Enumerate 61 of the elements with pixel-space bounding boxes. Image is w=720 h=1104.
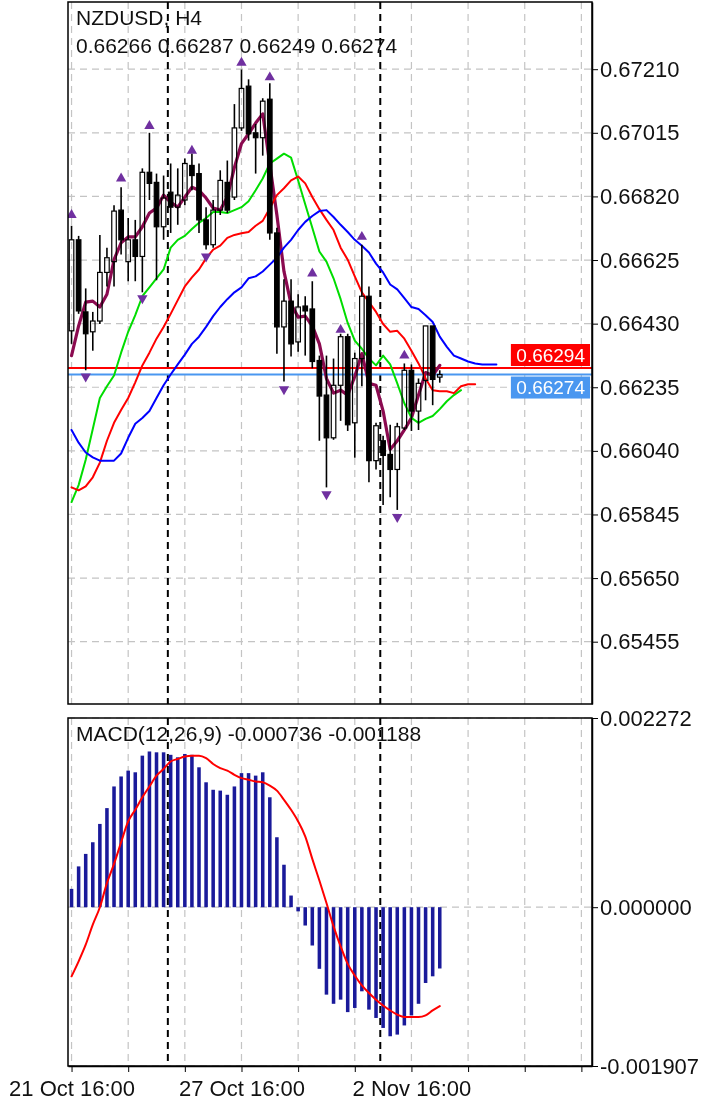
bar: [289, 895, 293, 908]
bar: [204, 782, 208, 908]
bar: [275, 837, 279, 908]
point: [186, 144, 198, 154]
bar: [126, 770, 130, 908]
point: [144, 120, 155, 129]
point: [392, 514, 403, 524]
bar: [374, 907, 378, 1018]
bar: [367, 907, 371, 1010]
point: [68, 209, 77, 218]
bar: [381, 907, 385, 1028]
bar: [218, 790, 223, 908]
bar: [98, 823, 102, 908]
y-tick-label: 0.65845: [600, 502, 680, 528]
x-tick-label: 21 Oct 16:00: [9, 1075, 136, 1101]
bar: [112, 786, 116, 908]
point: [321, 491, 332, 501]
bar: [303, 907, 307, 926]
bar: [183, 753, 187, 908]
y-tick-label: 0.002272: [600, 705, 692, 731]
y-tick-label: 0.000000: [600, 894, 692, 920]
bar: [211, 789, 215, 908]
point: [278, 386, 290, 396]
bar: [353, 907, 357, 1008]
chart-title: NZDUSD, H4: [76, 6, 203, 29]
bar: [91, 842, 95, 908]
point: [236, 56, 247, 66]
y-tick-label: 0.67210: [600, 56, 680, 82]
point: [264, 71, 275, 81]
point: [115, 172, 127, 182]
bar: [190, 754, 194, 908]
bar: [105, 808, 109, 908]
y-tick-label: 0.65455: [600, 629, 680, 655]
ref-line-label: 0.66274: [516, 377, 586, 399]
y-tick-label: 0.66820: [600, 183, 680, 209]
bar: [260, 772, 265, 908]
y-tick-label: 0.65650: [600, 565, 680, 591]
bar: [360, 907, 364, 992]
bar: [197, 767, 201, 908]
y-tick-label: 0.66235: [600, 374, 680, 400]
line-series: [70, 209, 498, 462]
x-tick-label: 2 Nov 16:00: [352, 1075, 472, 1101]
y-tick-label: 0.66430: [600, 311, 680, 337]
point: [137, 295, 148, 305]
y-tick-label: 0.66625: [600, 247, 680, 273]
bar: [437, 907, 442, 969]
bar: [296, 907, 300, 912]
point: [200, 253, 212, 263]
y-tick-label: 0.67015: [600, 120, 680, 146]
bar: [282, 864, 286, 908]
bar: [268, 797, 272, 908]
x-tick-label: 27 Oct 16:00: [178, 1075, 305, 1101]
text: 0.66266 0.66287 0.66249 0.66274: [76, 34, 398, 57]
y-tick-label: 0.66040: [600, 438, 680, 464]
bar: [175, 757, 180, 908]
bar: [388, 907, 392, 1037]
point: [356, 230, 368, 240]
chart-title: MACD(12,26,9) -0.000736 -0.001188: [76, 722, 422, 745]
y-tick-label: -0.001907: [600, 1053, 700, 1079]
line-series: [70, 754, 441, 1019]
bar: [119, 776, 123, 908]
